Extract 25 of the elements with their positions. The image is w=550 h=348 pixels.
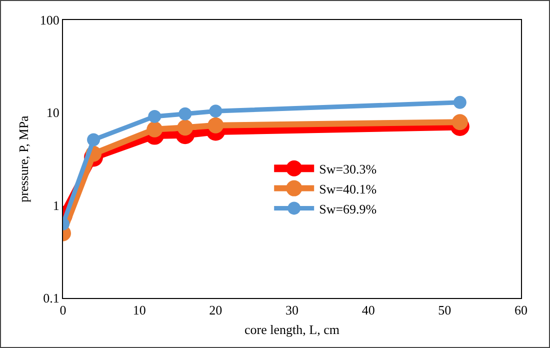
point — [452, 114, 468, 130]
point — [148, 110, 162, 123]
legend-label: Sw=30.3% — [319, 161, 377, 176]
point — [208, 117, 224, 134]
point — [209, 104, 222, 118]
x-tick-label: 40 — [362, 302, 375, 318]
point — [178, 107, 192, 120]
point — [453, 96, 466, 109]
legend-label: Sw=40.1% — [319, 181, 377, 196]
point — [146, 121, 163, 138]
x-tick-label: 10 — [132, 302, 146, 318]
x-tick-label: 50 — [438, 302, 452, 318]
y-tick-label: 10 — [46, 105, 60, 120]
x-tick-label: 60 — [514, 302, 528, 318]
x-tick-label: 20 — [209, 302, 222, 318]
y-axis-title: pressure, P, MPa — [16, 115, 31, 202]
point — [87, 133, 100, 146]
point — [177, 120, 194, 136]
legend-label: Sw=69.9% — [319, 201, 377, 216]
y-tick-label: 100 — [40, 12, 60, 28]
x-axis-title: core length, L, cm — [244, 322, 340, 338]
x-tick-label: 0 — [60, 302, 66, 318]
y-tick-label: 1 — [52, 198, 60, 213]
x-tick-label: 30 — [286, 302, 298, 318]
y-tick-label: 0.1 — [43, 290, 60, 306]
